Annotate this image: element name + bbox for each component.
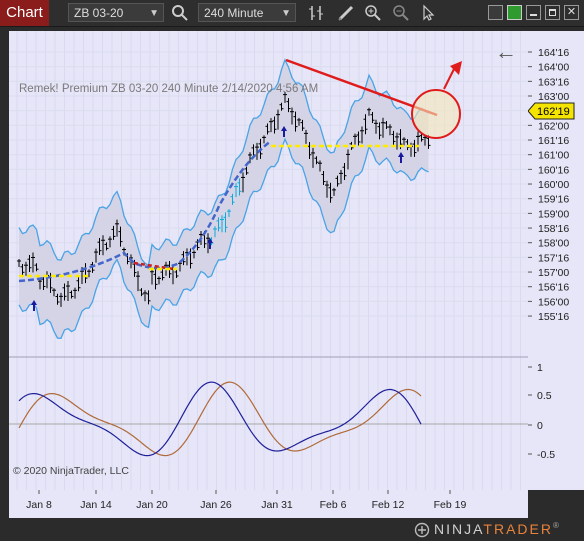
ninjatrader-logo-icon (414, 522, 430, 538)
time-tick-label: Jan 8 (26, 499, 52, 511)
time-axis[interactable]: Jan 8 Jan 14 Jan 20 Jan 26 Jan 31 Feb 6 Feb 12… (9, 490, 528, 518)
highlight-circle (411, 89, 461, 139)
osc-tick-label: -0.5 (537, 449, 555, 461)
instrument-value: ZB 03-20 (74, 6, 124, 20)
pointer-icon[interactable] (418, 3, 438, 23)
chart-label: Remek! Premium ZB 03-20 240 Minute 2/14/… (19, 83, 319, 95)
breakout-arrow-head (450, 61, 462, 75)
search-icon[interactable] (170, 3, 190, 23)
price-tick-label: 156'00 (538, 296, 569, 308)
instrument-selector[interactable]: ZB 03-20 ▼ (68, 3, 164, 22)
price-tick-label: 160'00 (538, 179, 569, 191)
price-tick-label: 157'16 (538, 252, 569, 264)
current-price-marker (527, 102, 575, 120)
oscillator-fast (18, 381, 422, 457)
copyright-text: © 2020 NinjaTrader, LLC (13, 465, 129, 477)
osc-tick-label: 0 (537, 420, 543, 432)
price-tick-label: 163'00 (538, 91, 569, 103)
time-tick-label: Jan 20 (136, 499, 168, 511)
buy-arrow-head (31, 300, 37, 305)
chevron-down-icon: ▼ (149, 8, 159, 19)
upper-band (18, 58, 429, 267)
chart-tab[interactable]: Chart (0, 0, 49, 26)
buy-arrow-head (281, 126, 287, 131)
brand-trader: TRADER (483, 521, 553, 537)
osc-tick-label: 1 (537, 362, 543, 374)
brand-ninja: NINJA (434, 521, 484, 537)
toolbar: Chart ZB 03-20 ▼ 240 Minute ▼ (0, 0, 584, 27)
price-tick-label: 164'00 (538, 62, 569, 74)
price-tick-label: 161'16 (538, 135, 569, 147)
price-axis[interactable]: 164'16164'00163'16163'00162'16162'00161'… (527, 31, 584, 357)
close-icon[interactable]: ✕ (564, 5, 579, 20)
trend-line (285, 58, 438, 117)
zoom-in-icon[interactable] (363, 3, 383, 23)
oscillator-slow (18, 381, 422, 457)
time-tick-label: Feb 12 (372, 499, 405, 511)
chart-panel[interactable]: Remek! Premium ZB 03-20 240 Minute 2/14/… (9, 31, 528, 490)
brand-logo: NINJATRADER® (434, 521, 561, 537)
price-tick-label: 158'00 (538, 238, 569, 250)
trailing-stop (18, 139, 272, 283)
lower-band (18, 137, 429, 339)
time-tick-label: Jan 14 (80, 499, 112, 511)
current-price-label: 162'19 (537, 106, 570, 118)
price-tick-label: 155'16 (538, 311, 569, 323)
interval-selector[interactable]: 240 Minute ▼ (198, 3, 296, 22)
zoom-out-icon[interactable] (391, 3, 411, 23)
price-tick-label: 163'16 (538, 76, 569, 88)
interval-value: 240 Minute (204, 6, 264, 20)
minimize-icon[interactable] (526, 5, 541, 20)
osc-tick-label: 0.5 (537, 390, 552, 402)
price-tick-label: 160'16 (538, 164, 569, 176)
price-tick-label: 164'16 (538, 47, 569, 59)
breakout-arrow (443, 66, 456, 90)
footer: NINJATRADER® (0, 518, 584, 541)
buy-arrow-head (207, 238, 213, 243)
restore-icon[interactable] (488, 5, 503, 20)
time-tick-label: Feb 6 (320, 499, 347, 511)
back-arrow-icon[interactable]: ← (495, 39, 517, 64)
time-tick-label: Feb 19 (434, 499, 467, 511)
pencil-icon[interactable] (336, 3, 356, 23)
chart-canvas[interactable] (9, 31, 528, 490)
theme-icon[interactable] (507, 5, 522, 20)
chevron-down-icon: ▼ (281, 8, 291, 19)
price-tick-label: 159'00 (538, 208, 569, 220)
time-tick-label: Jan 31 (261, 499, 293, 511)
brand-reg: ® (552, 521, 561, 530)
buy-arrow-head (398, 152, 404, 157)
time-tick-label: Jan 26 (200, 499, 232, 511)
price-tick-label: 159'16 (538, 194, 569, 206)
price-tick-label: 162'00 (538, 120, 569, 132)
price-tick-label: 158'16 (538, 223, 569, 235)
bars-icon[interactable] (307, 3, 327, 23)
price-tick-label: 156'16 (538, 282, 569, 294)
maximize-icon[interactable] (545, 5, 560, 20)
price-tick-label: 161'00 (538, 150, 569, 162)
price-tick-label: 157'00 (538, 267, 569, 279)
oscillator-axis[interactable]: 1 0.5 0 -0.5 (528, 357, 584, 490)
